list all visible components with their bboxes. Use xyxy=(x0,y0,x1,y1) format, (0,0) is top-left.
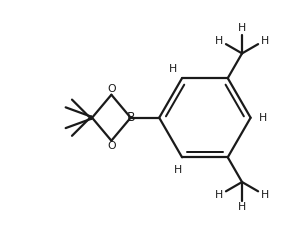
Text: O: O xyxy=(107,84,116,94)
Text: H: H xyxy=(174,165,182,175)
Text: H: H xyxy=(259,113,267,123)
Text: H: H xyxy=(238,202,246,212)
Text: H: H xyxy=(238,23,246,33)
Text: H: H xyxy=(169,64,177,74)
Text: H: H xyxy=(215,36,223,46)
Text: B: B xyxy=(126,111,135,124)
Text: H: H xyxy=(215,190,223,200)
Text: H: H xyxy=(261,36,269,46)
Text: H: H xyxy=(261,190,269,200)
Text: O: O xyxy=(107,142,116,151)
